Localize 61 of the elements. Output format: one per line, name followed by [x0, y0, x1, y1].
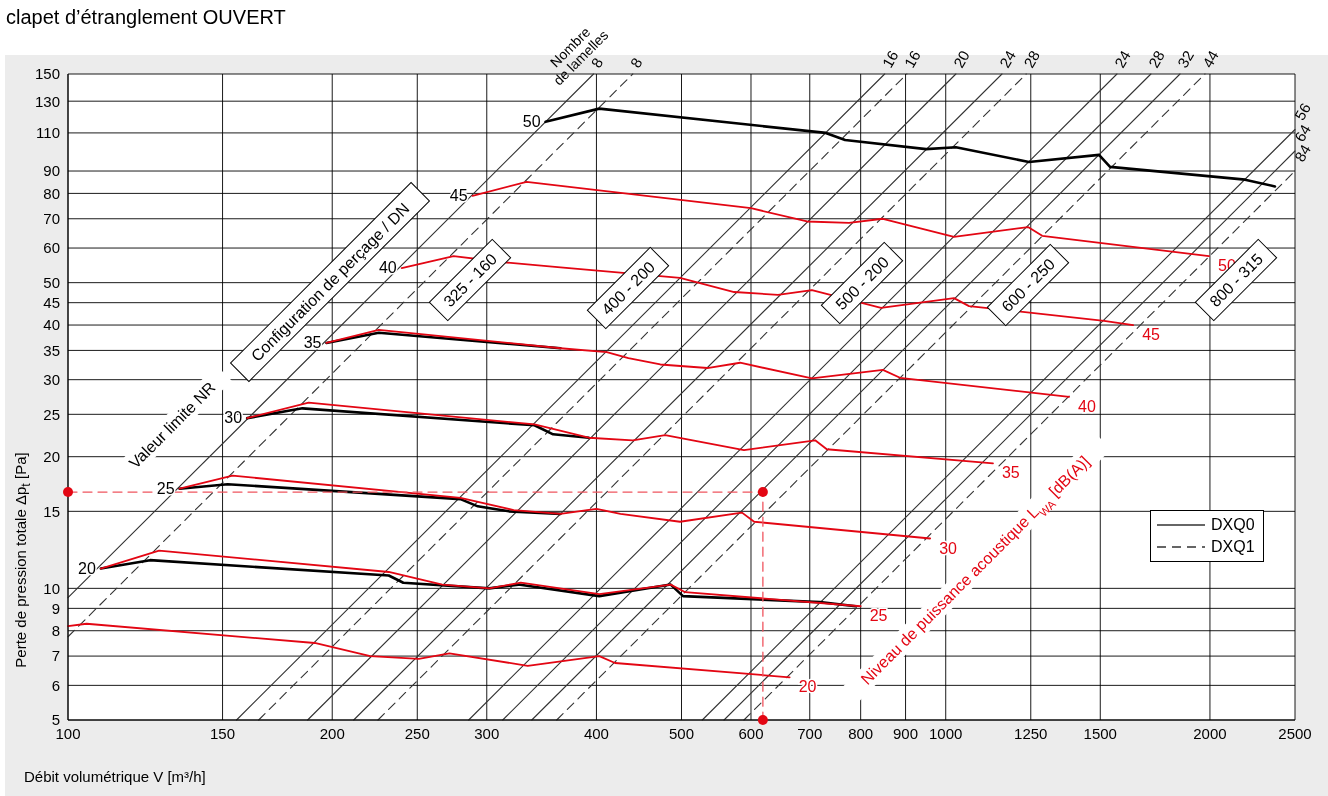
x-tick-label: 1000: [929, 724, 963, 742]
x-tick-label: 2500: [1278, 724, 1312, 742]
y-tick-label: 8: [51, 622, 60, 640]
annotation: 50: [522, 112, 541, 130]
x-tick-label: 150: [210, 724, 236, 742]
x-tick-label: 200: [319, 724, 345, 742]
annotation: 28: [1144, 47, 1168, 71]
y-tick-label: 9: [51, 599, 60, 617]
x-tick-label: 800: [848, 724, 874, 742]
annotation: 16: [878, 47, 902, 71]
y-tick-label: 20: [43, 448, 60, 466]
y-tick-label: 40: [43, 316, 60, 334]
x-tick-label: 500: [668, 724, 695, 742]
annotation: 24: [1110, 47, 1134, 71]
y-tick-label: 30: [43, 371, 60, 389]
x-tick-label: 2000: [1193, 724, 1227, 742]
y-tick-label: 45: [43, 294, 60, 311]
x-tick-label: 300: [474, 724, 500, 742]
x-tick-label: 400: [583, 724, 609, 742]
y-tick-label: 130: [34, 92, 60, 110]
x-tick-label: 600: [738, 724, 764, 742]
annotation: 24: [995, 47, 1019, 71]
annotation: 25: [156, 479, 175, 497]
legend-label: DXQ1: [1211, 538, 1255, 556]
y-tick-label: 6: [51, 676, 60, 694]
y-tick-label: 10: [43, 579, 60, 597]
y-tick-label: 50: [43, 273, 60, 291]
annotation: 32: [1173, 47, 1197, 71]
y-tick-label: 60: [43, 239, 60, 257]
x-tick-label: 250: [404, 724, 430, 742]
y-tick-label: 110: [36, 124, 60, 142]
annotation: 28: [1020, 47, 1044, 71]
series-label: 25: [869, 607, 888, 625]
annotation: 20: [78, 559, 96, 577]
x-tick-label: 900: [893, 724, 919, 742]
x-axis-title: Débit volumétrique V [m³/h]: [24, 768, 206, 785]
annotation: 44: [1198, 47, 1222, 71]
y-tick-label: 150: [34, 65, 60, 83]
series-label: 40: [1078, 397, 1096, 415]
x-tick-label: 1500: [1083, 724, 1117, 742]
series-label: 35: [1001, 464, 1020, 482]
y-tick-label: 7: [51, 647, 60, 665]
y-tick-label: 90: [43, 162, 60, 180]
y-tick-label: 15: [43, 502, 60, 520]
annotation: 400 - 200: [598, 258, 659, 319]
annotation: 600 - 250: [998, 255, 1059, 316]
annotation: 16: [900, 47, 924, 71]
annotation: 56: [1290, 100, 1314, 123]
annotation: 20: [949, 47, 973, 71]
x-tick-label: 700: [797, 724, 823, 742]
y-tick-label: 70: [43, 210, 60, 228]
annotation: 500 - 200: [832, 253, 893, 314]
chart-title: clapet d’étranglement OUVERT: [6, 6, 286, 29]
legend-label: DXQ0: [1211, 516, 1255, 534]
annotation: 8: [626, 54, 646, 71]
series-label: 45: [1142, 326, 1161, 344]
x-tick-label: 1250: [1014, 724, 1048, 742]
y-tick-label: 80: [43, 184, 60, 202]
y-tick-label: 35: [43, 341, 60, 359]
y-tick-label: 25: [43, 405, 60, 423]
annotation: 325 - 160: [440, 250, 501, 311]
